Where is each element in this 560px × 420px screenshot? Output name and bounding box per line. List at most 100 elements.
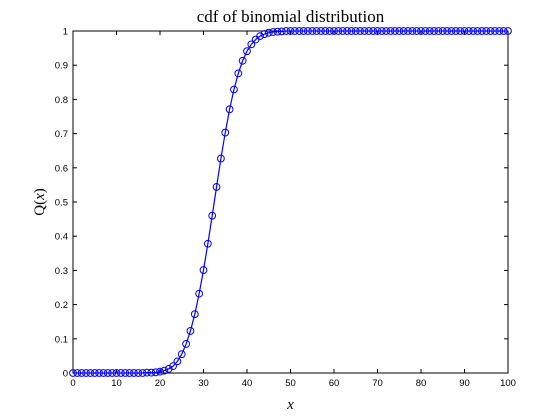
y-tick-label: 1 <box>63 27 68 38</box>
data-point <box>186 327 195 335</box>
data-point <box>177 350 186 359</box>
data-point <box>377 27 386 35</box>
data-point <box>73 369 82 377</box>
y-axis-label: Q(x) <box>32 188 48 216</box>
y-axis-label-variable: x <box>32 193 48 201</box>
axes-box <box>72 30 509 374</box>
data-point <box>447 27 456 35</box>
data-point <box>112 369 121 377</box>
data-point <box>99 369 108 377</box>
data-point <box>195 289 204 298</box>
data-point <box>351 27 360 35</box>
data-point <box>286 27 295 35</box>
data-point <box>247 40 256 49</box>
data-point <box>260 30 269 38</box>
x-tick-labels: 0 10 20 30 40 50 60 70 80 90 100 <box>70 378 516 389</box>
data-point <box>130 369 138 377</box>
x-tick-label: 70 <box>372 378 383 389</box>
data-point <box>482 27 491 35</box>
data-point <box>404 27 412 35</box>
x-tick-label: 60 <box>329 378 340 389</box>
data-point <box>269 28 278 36</box>
data-point <box>225 105 234 114</box>
data-point <box>395 27 404 35</box>
data-point <box>382 27 391 35</box>
data-point <box>386 27 395 35</box>
data-point <box>295 27 304 35</box>
data-point <box>360 27 369 35</box>
data-point <box>504 27 512 35</box>
data-point <box>95 369 103 377</box>
y-axis-label-prefix: Q( <box>32 200 48 216</box>
data-point <box>182 340 191 348</box>
data-point <box>108 369 117 377</box>
data-point <box>478 27 486 35</box>
data-point <box>138 369 147 377</box>
data-point <box>208 211 217 220</box>
data-point <box>290 27 299 35</box>
data-point <box>373 27 382 35</box>
data-point <box>299 27 308 35</box>
x-tick-label: 10 <box>111 378 122 389</box>
data-point <box>199 266 208 274</box>
data-point <box>495 27 504 35</box>
data-point <box>338 27 347 35</box>
data-point <box>317 27 325 35</box>
data-point <box>160 366 169 375</box>
data-point <box>473 27 482 35</box>
data-point <box>282 27 291 35</box>
data-point <box>460 27 469 35</box>
x-tick-label: 100 <box>500 378 516 389</box>
y-tick-label: 0.1 <box>55 334 68 345</box>
data-point <box>273 27 282 36</box>
data-point <box>391 27 399 35</box>
data-point <box>203 239 212 248</box>
data-point <box>173 357 182 366</box>
x-tick-label: 80 <box>416 378 427 389</box>
x-tick-label: 30 <box>198 378 209 389</box>
y-tick-label: 0.2 <box>55 300 68 311</box>
data-point <box>264 28 273 37</box>
x-tick-label: 50 <box>285 378 296 389</box>
y-tick-label: 0.6 <box>55 163 68 174</box>
data-point <box>486 27 495 35</box>
data-point <box>82 369 90 377</box>
data-point <box>443 27 452 35</box>
data-point <box>325 27 334 35</box>
data-point <box>356 27 365 35</box>
data-point <box>256 32 264 41</box>
data-point <box>399 27 408 35</box>
data-point <box>343 27 351 35</box>
data-point <box>408 27 417 35</box>
data-point <box>243 47 251 56</box>
data-point <box>143 368 151 377</box>
x-axis-label: x <box>286 397 294 413</box>
data-point <box>334 27 343 35</box>
data-point <box>421 27 430 35</box>
data-point <box>464 27 473 35</box>
y-tick-label: 0 <box>63 369 68 380</box>
data-point <box>347 27 356 35</box>
data-point <box>312 27 321 35</box>
data-point <box>147 368 156 377</box>
data-point <box>451 27 460 35</box>
data-point <box>330 27 338 35</box>
data-point <box>238 56 247 65</box>
y-tick-label: 0.9 <box>55 61 68 72</box>
x-tick-label: 40 <box>242 378 253 389</box>
data-point <box>103 369 112 377</box>
data-point <box>438 27 447 35</box>
data-point <box>90 369 99 377</box>
y-tick-label: 0.8 <box>55 95 68 106</box>
y-tick-label: 0.4 <box>55 232 68 243</box>
data-point <box>156 367 164 376</box>
data-point <box>212 183 221 191</box>
data-point <box>430 27 438 35</box>
data-point <box>417 27 425 35</box>
data-point <box>69 369 77 377</box>
data-point <box>234 69 243 78</box>
data-point <box>277 27 286 36</box>
x-tick-label: 20 <box>155 378 166 389</box>
data-point <box>412 27 421 35</box>
